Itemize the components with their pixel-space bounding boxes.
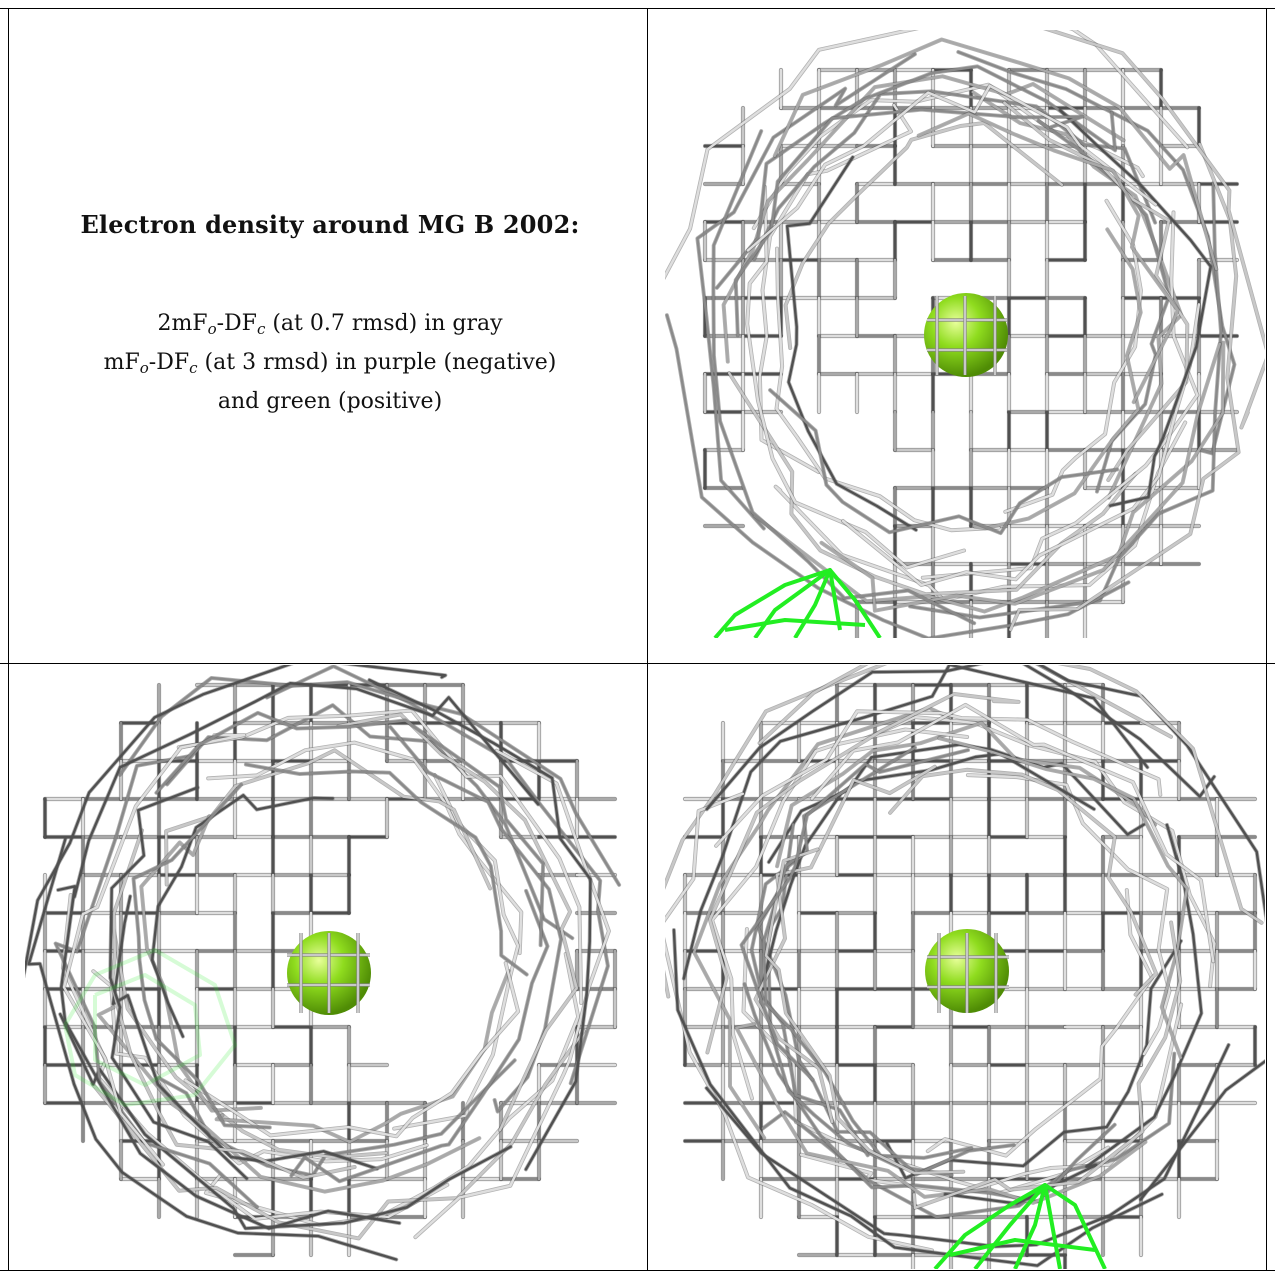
density-view-bottom-right bbox=[665, 665, 1265, 1269]
foreground-mesh bbox=[927, 296, 1007, 375]
caption-map2-line: mFo-DFc (at 3 rmsd) in purple (negative) bbox=[20, 346, 640, 385]
table-border-top bbox=[0, 8, 1275, 9]
caption-map1-line: 2mFo-DFc (at 0.7 rmsd) in gray bbox=[20, 307, 640, 346]
density-view-bottom-left bbox=[25, 665, 622, 1262]
map1-prefix: 2mF bbox=[157, 311, 208, 336]
positive-density-mesh bbox=[713, 568, 882, 638]
map1-mid: -DF bbox=[216, 311, 257, 336]
figure-caption: Electron density around MG B 2002: 2mFo-… bbox=[20, 210, 640, 418]
foreground-mesh bbox=[927, 933, 1009, 1013]
table-border-middle bbox=[0, 663, 1275, 664]
map2-sub2: c bbox=[189, 359, 198, 377]
map1-sub2: c bbox=[256, 320, 266, 338]
table-border-bottom bbox=[0, 1270, 1275, 1271]
density-mesh bbox=[665, 665, 1265, 1269]
map2-sub1: o bbox=[139, 359, 149, 377]
density-view-top-right bbox=[665, 30, 1265, 638]
map2-prefix: mF bbox=[103, 350, 140, 375]
caption-map2-line2: and green (positive) bbox=[217, 389, 443, 414]
positive-density-mesh bbox=[63, 948, 237, 1107]
foreground-mesh bbox=[287, 933, 370, 1013]
table-border-right bbox=[1266, 8, 1267, 1271]
table-border-left bbox=[8, 8, 9, 1271]
map1-sub1: o bbox=[207, 320, 217, 338]
map2-suffix: (at 3 rmsd) in purple (negative) bbox=[197, 350, 557, 375]
map1-suffix: (at 0.7 rmsd) in gray bbox=[265, 311, 503, 336]
caption-title: Electron density around MG B 2002: bbox=[80, 210, 580, 239]
density-mesh bbox=[25, 665, 622, 1262]
positive-density-mesh bbox=[933, 1183, 1107, 1269]
map2-mid: -DF bbox=[148, 350, 190, 375]
table-border-center bbox=[647, 8, 648, 1271]
